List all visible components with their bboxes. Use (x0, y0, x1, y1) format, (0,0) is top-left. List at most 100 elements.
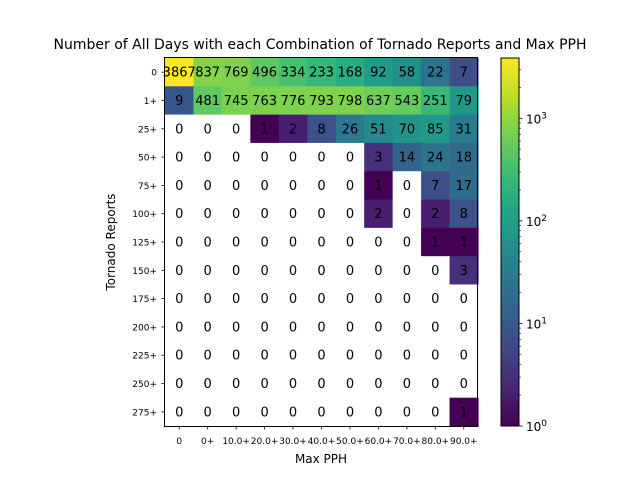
heatmap-cell (335, 369, 365, 399)
heatmap-cell (392, 114, 422, 144)
heatmap-cell (421, 397, 451, 427)
heatmap-cell (364, 171, 394, 201)
cell-value-label: 0 (403, 349, 411, 364)
heatmap-cell (421, 114, 451, 144)
heatmap-cell (221, 369, 251, 399)
heatmap-cell (421, 199, 451, 229)
cell-value-label: 0 (317, 320, 325, 335)
y-tick-label: 125+ (132, 239, 157, 249)
heatmap-cell (250, 86, 280, 116)
cell-value-label: 0 (289, 264, 297, 279)
cell-value-label: 0 (374, 405, 382, 420)
cell-value-label: 9 (175, 94, 183, 109)
heatmap-cell (449, 114, 479, 144)
heatmap-cell (250, 58, 280, 87)
cell-value-label: 0 (175, 236, 183, 251)
cell-value-label: 58 (399, 66, 416, 81)
cell-value-label: 0 (346, 236, 354, 251)
cell-value-label: 0 (431, 320, 439, 335)
cell-value-label: 0 (403, 405, 411, 420)
heatmap-cell (392, 284, 422, 314)
cell-value-label: 0 (232, 207, 240, 222)
x-tick-label: 10.0+ (222, 437, 250, 447)
heatmap-cell (307, 397, 337, 427)
cell-value-label: 0 (204, 264, 212, 279)
cell-value-label: 0 (374, 349, 382, 364)
cell-value-label: 334 (281, 66, 306, 81)
heatmap-cell (335, 199, 365, 229)
heatmap-cell (392, 256, 422, 286)
cell-value-label: 0 (175, 151, 183, 166)
heatmap-cell (165, 86, 195, 116)
heatmap-cell (392, 142, 422, 172)
cell-value-label: 0 (289, 292, 297, 307)
heatmap-cell (335, 397, 365, 427)
cell-value-label: 0 (317, 179, 325, 194)
heatmap-cell (165, 227, 195, 257)
x-tick-label: 20.0+ (251, 437, 279, 447)
cell-value-label: 0 (460, 320, 468, 335)
heatmap-cell (278, 58, 308, 87)
heatmap-cell (449, 227, 479, 257)
y-tick-label: 150+ (132, 267, 157, 277)
cell-value-label: 0 (431, 264, 439, 279)
cell-value-label: 1 (460, 405, 468, 420)
heatmap-cell (392, 312, 422, 342)
cell-value-label: 0 (317, 264, 325, 279)
heatmap-cell (278, 397, 308, 427)
x-tick-label: 40.0+ (308, 437, 336, 447)
x-tick-label: 50.0+ (336, 437, 364, 447)
heatmap-cell (449, 256, 479, 286)
heatmap-cell (250, 397, 280, 427)
cell-value-label: 0 (346, 264, 354, 279)
cell-value-label: 233 (309, 66, 334, 81)
heatmap-cell (165, 171, 195, 201)
heatmap-cell (221, 256, 251, 286)
heatmap-cell (307, 171, 337, 201)
cell-value-label: 18 (455, 151, 472, 166)
heatmap-cell (449, 142, 479, 172)
cell-value-label: 3867 (163, 66, 196, 81)
y-tick-label: 225+ (132, 352, 157, 362)
heatmap-cell (165, 369, 195, 399)
cell-value-label: 0 (317, 377, 325, 392)
colorbar-tick-label: 101 (526, 316, 547, 331)
heatmap-cell (165, 114, 195, 144)
heatmap-cell (193, 142, 223, 172)
cell-value-label: 0 (346, 405, 354, 420)
heatmap-cell (392, 227, 422, 257)
heatmap-cell (392, 86, 422, 116)
heatmap-cell (250, 341, 280, 370)
cell-value-label: 763 (252, 94, 277, 109)
cell-value-label: 637 (366, 94, 391, 109)
heatmap-cell (278, 114, 308, 144)
heatmap-cell (364, 114, 394, 144)
colorbar-axis: 100 101 102 103 (519, 69, 547, 434)
heatmap-cell (307, 227, 337, 257)
cell-value-label: 0 (403, 179, 411, 194)
cell-value-label: 0 (260, 264, 268, 279)
heatmap-cell (364, 199, 394, 229)
heatmap-cell (221, 58, 251, 87)
heatmap-cell (165, 142, 195, 172)
heatmap-cell (364, 397, 394, 427)
heatmap-cell (221, 86, 251, 116)
heatmap-cell (278, 284, 308, 314)
y-tick-label: 50+ (138, 154, 157, 164)
cell-value-label: 0 (403, 377, 411, 392)
heatmap-cell (221, 341, 251, 370)
heatmap-cell (335, 142, 365, 172)
cell-value-label: 0 (204, 320, 212, 335)
cell-value-label: 2 (374, 207, 382, 222)
colorbar-tick-label: 103 (526, 111, 547, 126)
heatmap-cell (193, 58, 223, 87)
cell-value-label: 0 (204, 151, 212, 166)
cell-value-label: 0 (289, 377, 297, 392)
cell-value-label: 0 (260, 405, 268, 420)
y-axis-label: Tornado Reports (104, 193, 118, 291)
cell-value-label: 0 (431, 292, 439, 307)
heatmap-cell (421, 227, 451, 257)
x-tick-label: 70.0+ (393, 437, 421, 447)
colorbar-tick-label: 102 (526, 214, 547, 229)
cell-value-label: 0 (175, 122, 183, 137)
